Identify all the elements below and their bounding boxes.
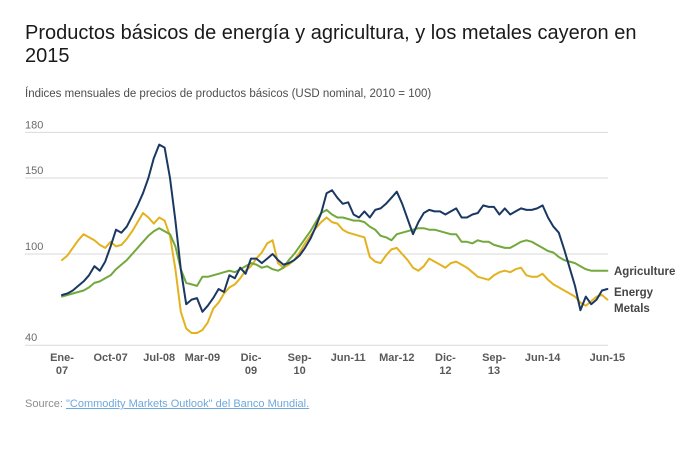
series-line-energy — [61, 143, 609, 313]
source-line: Source: "Commodity Markets Outlook" del … — [25, 398, 309, 410]
x-axis-label: Jun-11 — [331, 352, 366, 364]
x-axis-label: Jun-15 — [590, 352, 625, 364]
x-axis-label: Sep-13 — [482, 352, 506, 377]
source-link[interactable]: "Commodity Markets Outlook" del Banco Mu… — [65, 398, 310, 410]
legend-label-energy: Energy — [614, 287, 654, 299]
series-line-metals — [61, 212, 609, 334]
x-axis-label: Mar-09 — [185, 352, 220, 364]
legend-label-metals: Metals — [614, 303, 650, 315]
y-axis-label: 180 — [25, 119, 43, 131]
x-axis-label: Dic-09 — [241, 352, 262, 377]
source-label: Source: — [25, 398, 63, 410]
y-axis-label: 150 — [25, 165, 43, 177]
x-axis-label: Mar-12 — [379, 352, 414, 364]
x-axis-label: Jul-08 — [143, 352, 175, 364]
y-axis-label: 40 — [25, 332, 37, 344]
x-axis-label: Oct-07 — [93, 352, 127, 364]
chart-subtitle: Índices mensuales de precios de producto… — [25, 88, 432, 100]
x-axis-label: Jun-14 — [525, 352, 561, 364]
chart-title: Productos básicos de energía y agricultu… — [25, 22, 637, 67]
x-axis-label: Ene-07 — [50, 352, 74, 377]
legend-label-agriculture: Agriculture — [614, 266, 675, 278]
x-axis-label: Sep-10 — [288, 352, 312, 377]
y-axis-label: 100 — [25, 241, 43, 253]
series-line-agriculture — [61, 208, 609, 298]
x-axis-label: Dic-12 — [435, 352, 456, 377]
